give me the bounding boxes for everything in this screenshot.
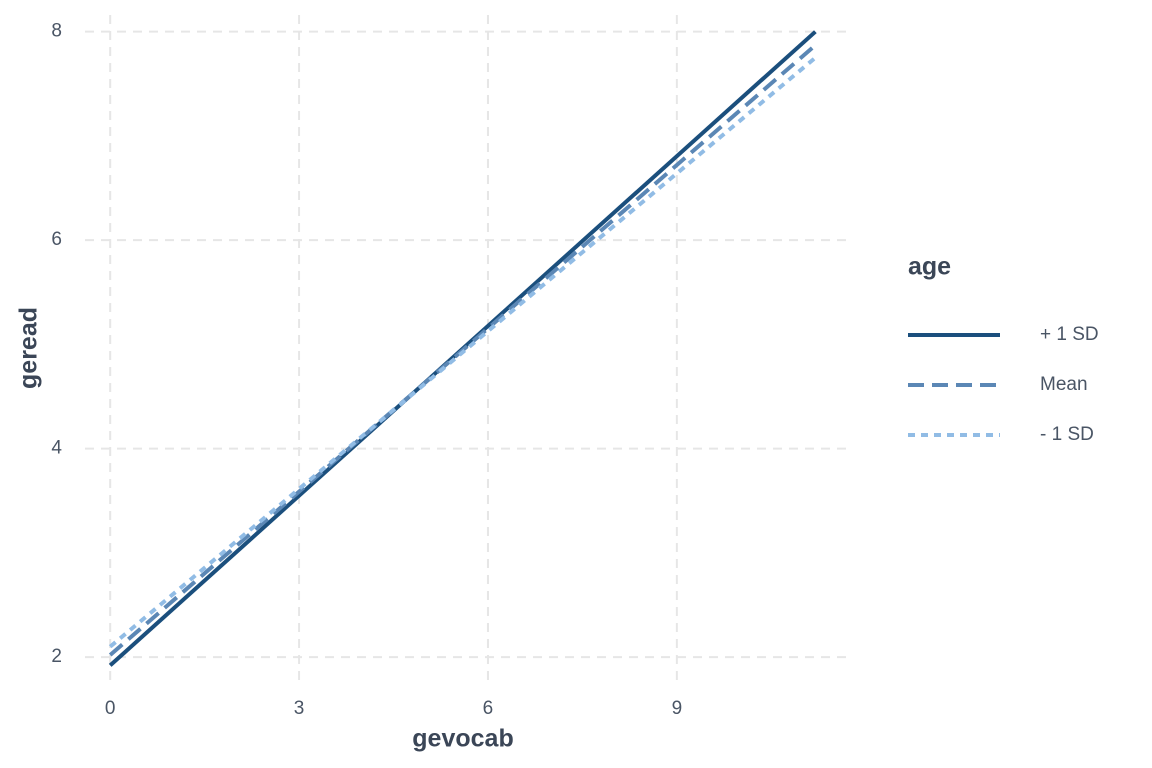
series-line (108, 56, 817, 649)
x-tick-label: 3 (294, 698, 305, 719)
legend-label: Mean (1040, 374, 1088, 395)
y-axis-title: geread (15, 307, 43, 389)
legend-label: - 1 SD (1040, 424, 1094, 445)
x-axis-title: gevocab (412, 725, 513, 753)
x-tick-label: 0 (105, 698, 116, 719)
y-tick-label: 6 (51, 229, 62, 250)
legend-title: age (908, 253, 951, 281)
x-tick-label: 9 (672, 698, 683, 719)
y-tick-label: 4 (51, 438, 62, 459)
legend-label: + 1 SD (1040, 324, 1099, 345)
y-tick-label: 2 (51, 646, 62, 667)
y-tick-label: 8 (51, 21, 62, 42)
x-tick-label: 6 (483, 698, 494, 719)
